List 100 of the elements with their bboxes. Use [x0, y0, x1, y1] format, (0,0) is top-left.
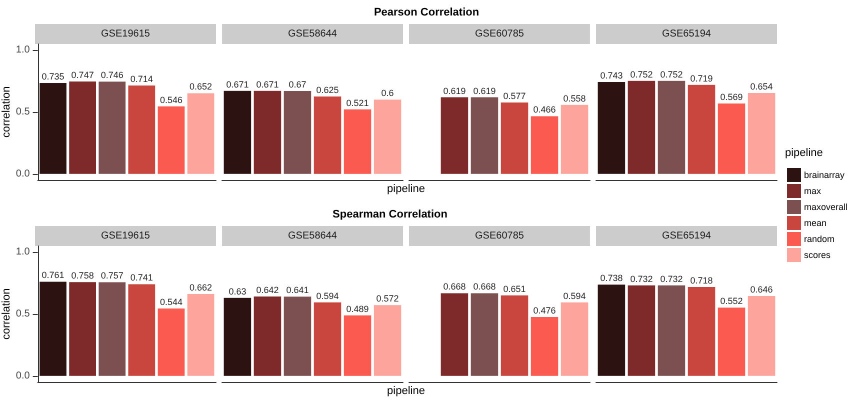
legend-label: maxoverall — [804, 202, 848, 212]
data-label: 0.671 — [226, 79, 249, 90]
bar — [284, 296, 312, 376]
bar — [658, 285, 686, 376]
data-label: 0.476 — [533, 305, 556, 316]
bar — [560, 104, 588, 174]
bar — [344, 315, 372, 376]
bar — [500, 102, 528, 174]
bar — [688, 84, 716, 174]
bar — [530, 116, 558, 174]
data-label: 0.732 — [660, 274, 683, 284]
data-label: 0.732 — [630, 274, 653, 284]
bar — [440, 97, 468, 174]
bar — [628, 80, 656, 174]
legend-label: random — [804, 234, 835, 244]
data-label: 0.651 — [503, 284, 526, 294]
bar — [688, 287, 716, 376]
bar — [530, 316, 558, 376]
data-label: 0.594 — [316, 290, 339, 301]
bar — [598, 82, 626, 174]
data-label: 0.752 — [630, 69, 653, 80]
data-label: 0.641 — [286, 285, 309, 296]
data-label: 0.718 — [690, 276, 713, 286]
category-label: GSE58644 — [288, 230, 337, 242]
bar — [374, 100, 402, 174]
y-tick-label: 0.5 — [16, 308, 30, 320]
y-axis-title: correlation — [0, 288, 12, 340]
data-label: 0.642 — [256, 284, 279, 295]
bar — [598, 284, 626, 376]
bar — [718, 308, 746, 376]
bar — [128, 284, 156, 376]
y-tick-label: 1.0 — [16, 246, 30, 258]
data-label: 0.654 — [750, 81, 773, 92]
bar — [344, 109, 372, 174]
y-tick-label: 0.0 — [16, 168, 30, 180]
legend-label: max — [804, 186, 822, 196]
bar — [128, 86, 156, 174]
data-label: 0.761 — [42, 270, 64, 280]
bar — [224, 298, 252, 376]
data-label: 0.747 — [71, 70, 94, 80]
data-label: 0.757 — [100, 270, 124, 281]
bar — [158, 106, 185, 174]
bar — [254, 296, 282, 376]
bar — [470, 97, 498, 174]
chart-title: Spearman Correlation — [332, 208, 448, 220]
y-tick-label: 1.0 — [16, 44, 30, 56]
x-axis-title: pipeline — [387, 183, 425, 195]
bar — [718, 103, 746, 174]
bar — [314, 302, 342, 376]
bar — [748, 296, 776, 376]
data-label: 0.668 — [473, 282, 496, 292]
bar — [658, 80, 686, 174]
data-label: 0.735 — [42, 71, 64, 82]
bar — [158, 308, 185, 376]
data-label: 0.569 — [720, 92, 743, 102]
data-label: 0.594 — [563, 290, 586, 301]
data-label: 0.714 — [130, 74, 153, 84]
category-label: GSE19615 — [101, 28, 150, 40]
category-label: GSE65194 — [662, 230, 711, 242]
data-label: 0.662 — [190, 282, 212, 292]
x-axis-title: pipeline — [387, 385, 425, 397]
data-label: 0.758 — [71, 270, 94, 281]
data-label: 0.521 — [346, 98, 369, 108]
data-label: 0.752 — [660, 69, 683, 80]
bar — [187, 93, 214, 174]
data-label: 0.577 — [503, 90, 526, 101]
data-label: 0.625 — [316, 85, 339, 96]
legend-label: scores — [804, 250, 832, 260]
data-label: 0.671 — [256, 79, 279, 90]
data-label: 0.619 — [443, 86, 466, 96]
bar — [748, 92, 776, 174]
data-label: 0.646 — [750, 284, 773, 294]
bar — [224, 90, 252, 174]
y-tick-label: 0.5 — [16, 106, 30, 118]
data-label: 0.63 — [228, 286, 246, 296]
data-label: 0.552 — [720, 296, 743, 306]
bar — [500, 295, 528, 376]
data-label: 0.6 — [381, 88, 394, 98]
data-label: 0.619 — [473, 86, 496, 96]
data-label: 0.743 — [600, 70, 623, 80]
data-label: 0.67 — [288, 79, 306, 90]
data-label: 0.652 — [190, 82, 212, 92]
category-label: GSE60785 — [475, 230, 524, 242]
bar — [187, 294, 214, 376]
data-label: 0.719 — [690, 73, 713, 84]
bar — [440, 293, 468, 376]
category-label: GSE19615 — [101, 230, 150, 242]
bar — [628, 285, 656, 376]
bar — [374, 305, 402, 376]
y-tick-label: 0.0 — [16, 370, 30, 382]
category-label: GSE60785 — [475, 28, 524, 40]
data-label: 0.668 — [443, 282, 466, 292]
data-label: 0.746 — [100, 70, 124, 80]
bar — [470, 293, 498, 376]
data-label: 0.738 — [600, 273, 623, 284]
data-label: 0.489 — [346, 304, 369, 314]
data-label: 0.741 — [130, 272, 153, 283]
data-label: 0.558 — [563, 93, 586, 104]
data-label: 0.466 — [533, 104, 556, 115]
data-label: 0.544 — [160, 297, 182, 308]
